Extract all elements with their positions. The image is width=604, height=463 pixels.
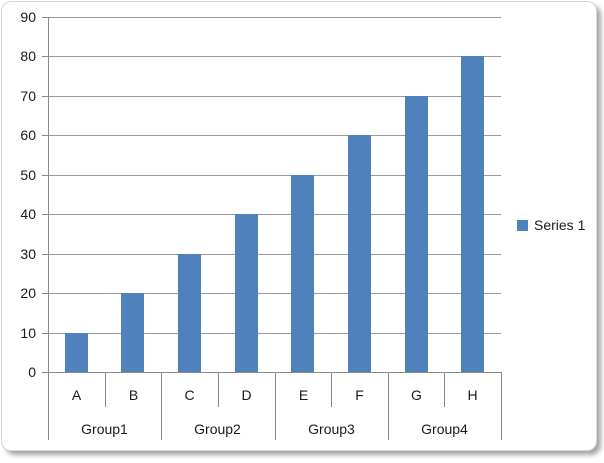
y-axis-tick-70 [42,96,48,97]
bar-G[interactable] [405,96,428,372]
group-separator [275,372,276,440]
y-axis-label-10: 10 [20,325,36,341]
y-axis-label-90: 90 [20,9,36,25]
gridline-60 [48,135,501,136]
group-label-Group3: Group3 [308,421,355,437]
group-separator [161,372,162,440]
gridline-70 [48,96,501,97]
gridline-30 [48,254,501,255]
group-separator [48,372,49,440]
y-axis-label-80: 80 [20,48,36,64]
category-separator [331,372,332,407]
group-separator [501,372,502,440]
y-axis-tick-40 [42,214,48,215]
category-label-E: E [298,387,309,403]
gridline-80 [48,56,501,57]
group-label-Group2: Group2 [194,421,241,437]
category-label-F: F [355,387,364,403]
bar-B[interactable] [121,293,144,372]
category-label-H: H [467,387,478,403]
y-axis-tick-20 [42,293,48,294]
y-axis-tick-90 [42,17,48,18]
legend-marker-series-1 [517,219,528,231]
group-separator [388,372,389,440]
y-axis-label-60: 60 [20,127,36,143]
gridline-20 [48,293,501,294]
y-axis-tick-10 [42,333,48,334]
y-axis-tick-30 [42,254,48,255]
group-label-Group1: Group1 [81,421,128,437]
y-axis-label-20: 20 [20,285,36,301]
bar-E[interactable] [291,175,314,372]
y-axis-tick-60 [42,135,48,136]
gridline-50 [48,175,501,176]
legend-label: Series 1 [534,217,586,233]
y-axis-tick-80 [42,56,48,57]
x-axis-line [42,372,501,373]
bar-D[interactable] [235,214,258,372]
category-label-C: C [184,387,195,403]
category-label-G: G [411,387,422,403]
gridline-10 [48,333,501,334]
bar-F[interactable] [348,135,371,372]
category-separator [218,372,219,407]
category-label-D: D [241,387,252,403]
category-label-B: B [128,387,139,403]
y-axis-label-70: 70 [20,88,36,104]
y-axis-label-40: 40 [20,206,36,222]
group-label-Group4: Group4 [421,421,468,437]
bar-A[interactable] [65,333,88,372]
category-label-A: A [71,387,82,403]
gridline-40 [48,214,501,215]
y-axis-label-0: 0 [28,364,36,380]
bar-C[interactable] [178,254,201,372]
category-separator [105,372,106,407]
y-axis-tick-50 [42,175,48,176]
legend[interactable]: Series 1 [517,216,585,234]
y-axis-label-30: 30 [20,246,36,262]
y-axis-label-50: 50 [20,167,36,183]
bar-H[interactable] [461,56,484,372]
gridline-90 [48,17,501,18]
category-separator [444,372,445,407]
y-axis-line [48,17,49,373]
